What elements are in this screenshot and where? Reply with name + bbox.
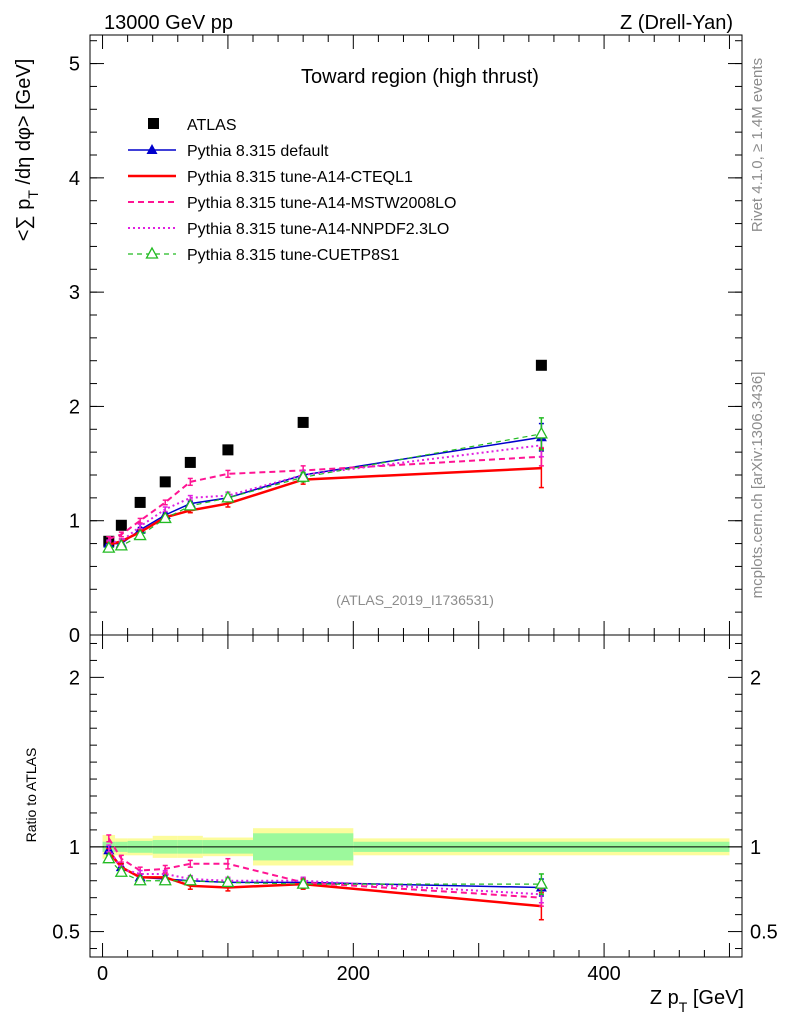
main-data-point [115,519,127,531]
ratio-series-group [102,834,548,921]
main-y-axis-title: <∑ pT /dη dφ> [GeV] [13,59,41,242]
main-y-tick-label: 5 [69,54,80,76]
open-triangle-marker [534,876,548,889]
open-triangle-marker [102,851,116,864]
legend-entry-label: Pythia 8.315 tune-CUETP8S1 [187,247,400,264]
main-series-line-pythia-8-315-tune-a14-mstw2008lo [108,455,542,540]
energy-label: 13000 GeV pp [104,12,233,34]
main-y-tick-label: 1 [69,511,80,533]
x-tick-label: 400 [587,963,620,985]
main-y-tick-label: 3 [69,282,80,304]
main-data-point [134,496,146,508]
ratio-y-tick-label-left: 0.5 [52,922,80,944]
ratio-plot-frame [89,634,743,958]
triangle-marker [146,144,158,154]
x-axis-title: Z pT [GeV] [650,987,744,1015]
x-tick-label: 200 [337,963,370,985]
main-series-line-pythia-8-315-tune-a14-nnpdf2-3lo [108,444,542,544]
open-triangle-marker [183,498,197,511]
main-data-point [297,416,309,428]
ratio-y-tick-label-right: 1 [750,837,761,859]
legend-entry-label: Pythia 8.315 default [187,143,329,160]
open-triangle-marker [145,246,159,259]
ratio-y-tick-label-right: 2 [750,667,761,689]
main-data-point [159,476,171,488]
ratio-axis-ticks: 0.5 0.5 1 1 2 2 0 200 400 [52,635,778,985]
legend: ATLAS Pythia 8.315 default Pythia 8.315 tu… [128,117,456,264]
open-triangle-marker [296,469,310,482]
main-data-point [222,444,234,456]
main-series-line-pythia-8-315-default [108,436,542,545]
main-series-line-pythia-8-315-tune-cuetp8s1 [108,433,542,549]
rivet-version-label: Rivet 4.1.0, ≥ 1.4M events [749,58,766,232]
legend-marker-data [148,118,159,129]
ratio-y-tick-label-left: 1 [69,837,80,859]
main-series-group [102,359,548,553]
main-y-tick-label: 2 [69,396,80,418]
main-y-tick-label: 0 [69,625,80,647]
open-triangle-marker [221,875,235,888]
main-data-point [535,359,547,371]
process-label: Z (Drell-Yan) [620,12,733,34]
analysis-id: (ATLAS_2019_I1736531) [336,592,494,608]
ratio-series-line-pythia-8-315-tune-a14-mstw2008lo [107,837,542,899]
open-triangle-marker [133,528,147,541]
open-triangle-marker [158,873,172,886]
legend-entry-label: Pythia 8.315 tune-A14-NNPDF2.3LO [187,221,449,238]
ratio-y-axis-title: Ratio to ATLAS [23,748,39,843]
open-triangle-marker [534,426,548,439]
open-triangle-marker [114,538,128,551]
main-data-point [184,456,196,468]
open-triangle-marker [158,511,172,524]
open-triangle-marker [221,490,235,503]
legend-entry-label: ATLAS [187,117,237,134]
legend-entry-label: Pythia 8.315 tune-A14-CTEQL1 [187,169,413,186]
ratio-y-tick-label-left: 2 [69,667,80,689]
open-triangle-marker [296,876,310,889]
ratio-y-tick-label-right: 0.5 [750,922,778,944]
legend-entry-label: Pythia 8.315 tune-A14-MSTW2008LO [187,195,456,212]
x-tick-label: 0 [97,963,108,985]
plot-title: Toward region (high thrust) [301,66,539,88]
main-axis-ticks: 0 1 2 3 4 5 [69,35,742,647]
open-triangle-marker [133,873,147,886]
main-y-tick-label: 4 [69,168,80,190]
mcplots-source-label: mcplots.cern.ch [arXiv:1306.3436] [749,372,766,599]
ratio-series-line-pythia-8-315-tune-a14-nnpdf2-3lo [107,848,542,896]
open-triangle-marker [183,873,197,886]
open-triangle-marker [102,540,116,553]
open-triangle-marker [114,864,128,877]
